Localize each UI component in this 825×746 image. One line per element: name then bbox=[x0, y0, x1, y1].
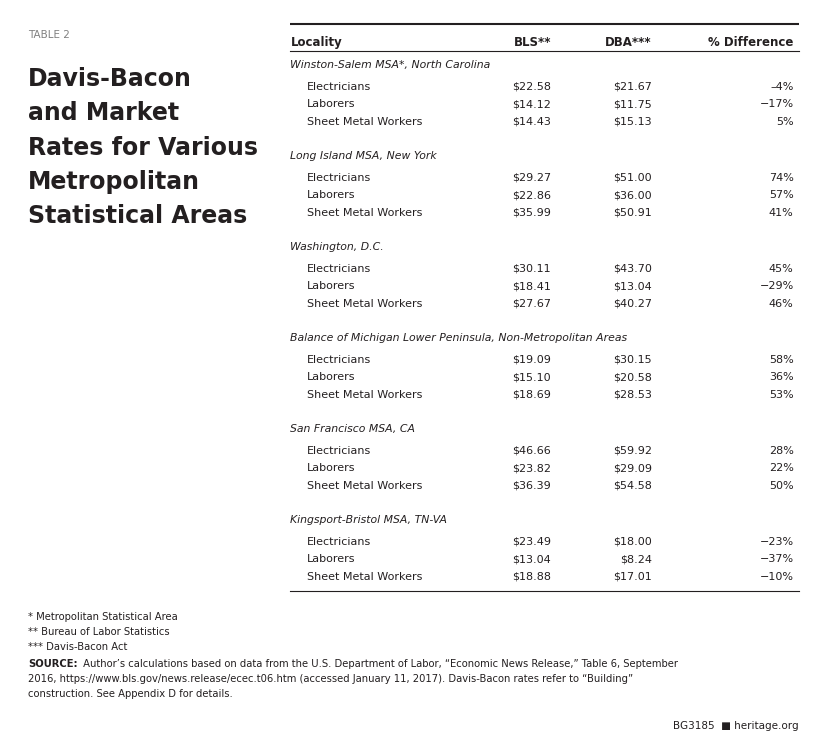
Text: Rates for Various: Rates for Various bbox=[28, 136, 258, 160]
Text: $18.69: $18.69 bbox=[512, 389, 551, 400]
Text: $50.91: $50.91 bbox=[613, 207, 652, 218]
Text: 50%: 50% bbox=[769, 480, 794, 491]
Text: BG3185  ■ heritage.org: BG3185 ■ heritage.org bbox=[673, 721, 799, 731]
Text: Sheet Metal Workers: Sheet Metal Workers bbox=[307, 571, 422, 582]
Text: 57%: 57% bbox=[769, 190, 794, 200]
Text: Electricians: Electricians bbox=[307, 263, 371, 274]
Text: $11.75: $11.75 bbox=[613, 99, 652, 109]
Text: $18.00: $18.00 bbox=[613, 536, 652, 547]
Text: * Metropolitan Statistical Area: * Metropolitan Statistical Area bbox=[28, 612, 178, 621]
Text: Electricians: Electricians bbox=[307, 536, 371, 547]
Text: *** Davis-Bacon Act: *** Davis-Bacon Act bbox=[28, 642, 127, 651]
Text: Davis-Bacon: Davis-Bacon bbox=[28, 67, 192, 91]
Text: Laborers: Laborers bbox=[307, 281, 356, 291]
Text: $35.99: $35.99 bbox=[512, 207, 551, 218]
Text: Sheet Metal Workers: Sheet Metal Workers bbox=[307, 298, 422, 309]
Text: Sheet Metal Workers: Sheet Metal Workers bbox=[307, 116, 422, 127]
Text: Electricians: Electricians bbox=[307, 445, 371, 456]
Text: $54.58: $54.58 bbox=[613, 480, 652, 491]
Text: 41%: 41% bbox=[769, 207, 794, 218]
Text: Balance of Michigan Lower Peninsula, Non-Metropolitan Areas: Balance of Michigan Lower Peninsula, Non… bbox=[290, 333, 628, 342]
Text: 36%: 36% bbox=[769, 372, 794, 382]
Text: $30.11: $30.11 bbox=[512, 263, 551, 274]
Text: Electricians: Electricians bbox=[307, 172, 371, 183]
Text: Sheet Metal Workers: Sheet Metal Workers bbox=[307, 389, 422, 400]
Text: ** Bureau of Labor Statistics: ** Bureau of Labor Statistics bbox=[28, 627, 170, 636]
Text: and Market: and Market bbox=[28, 101, 179, 125]
Text: Long Island MSA, New York: Long Island MSA, New York bbox=[290, 151, 437, 160]
Text: 45%: 45% bbox=[769, 263, 794, 274]
Text: $18.88: $18.88 bbox=[512, 571, 551, 582]
Text: $29.27: $29.27 bbox=[512, 172, 551, 183]
Text: $23.49: $23.49 bbox=[512, 536, 551, 547]
Text: 58%: 58% bbox=[769, 354, 794, 365]
Text: $13.04: $13.04 bbox=[512, 554, 551, 564]
Text: $40.27: $40.27 bbox=[613, 298, 652, 309]
Text: –4%: –4% bbox=[771, 82, 794, 92]
Text: Metropolitan: Metropolitan bbox=[28, 170, 200, 194]
Text: SOURCE:: SOURCE: bbox=[28, 659, 78, 669]
Text: $28.53: $28.53 bbox=[613, 389, 652, 400]
Text: $22.58: $22.58 bbox=[512, 82, 551, 92]
Text: $19.09: $19.09 bbox=[512, 354, 551, 365]
Text: Locality: Locality bbox=[290, 36, 342, 48]
Text: $23.82: $23.82 bbox=[512, 463, 551, 473]
Text: $59.92: $59.92 bbox=[613, 445, 652, 456]
Text: $27.67: $27.67 bbox=[512, 298, 551, 309]
Text: 53%: 53% bbox=[769, 389, 794, 400]
Text: % Difference: % Difference bbox=[709, 36, 794, 48]
Text: −29%: −29% bbox=[759, 281, 794, 291]
Text: 5%: 5% bbox=[776, 116, 794, 127]
Text: $21.67: $21.67 bbox=[613, 82, 652, 92]
Text: $15.13: $15.13 bbox=[613, 116, 652, 127]
Text: BLS**: BLS** bbox=[514, 36, 551, 48]
Text: $14.12: $14.12 bbox=[512, 99, 551, 109]
Text: Laborers: Laborers bbox=[307, 372, 356, 382]
Text: 74%: 74% bbox=[769, 172, 794, 183]
Text: Sheet Metal Workers: Sheet Metal Workers bbox=[307, 207, 422, 218]
Text: 46%: 46% bbox=[769, 298, 794, 309]
Text: Statistical Areas: Statistical Areas bbox=[28, 204, 248, 228]
Text: construction. See Appendix D for details.: construction. See Appendix D for details… bbox=[28, 689, 233, 699]
Text: −37%: −37% bbox=[760, 554, 794, 564]
Text: Laborers: Laborers bbox=[307, 463, 356, 473]
Text: $43.70: $43.70 bbox=[613, 263, 652, 274]
Text: $18.41: $18.41 bbox=[512, 281, 551, 291]
Text: −10%: −10% bbox=[760, 571, 794, 582]
Text: −17%: −17% bbox=[760, 99, 794, 109]
Text: DBA***: DBA*** bbox=[605, 36, 652, 48]
Text: −23%: −23% bbox=[760, 536, 794, 547]
Text: TABLE 2: TABLE 2 bbox=[28, 30, 70, 40]
Text: $8.24: $8.24 bbox=[620, 554, 652, 564]
Text: $29.09: $29.09 bbox=[613, 463, 652, 473]
Text: $46.66: $46.66 bbox=[512, 445, 551, 456]
Text: Washington, D.C.: Washington, D.C. bbox=[290, 242, 384, 251]
Text: $20.58: $20.58 bbox=[613, 372, 652, 382]
Text: Sheet Metal Workers: Sheet Metal Workers bbox=[307, 480, 422, 491]
Text: Winston-Salem MSA*, North Carolina: Winston-Salem MSA*, North Carolina bbox=[290, 60, 491, 69]
Text: 22%: 22% bbox=[769, 463, 794, 473]
Text: Electricians: Electricians bbox=[307, 354, 371, 365]
Text: $14.43: $14.43 bbox=[512, 116, 551, 127]
Text: Laborers: Laborers bbox=[307, 554, 356, 564]
Text: San Francisco MSA, CA: San Francisco MSA, CA bbox=[290, 424, 416, 433]
Text: $51.00: $51.00 bbox=[613, 172, 652, 183]
Text: Laborers: Laborers bbox=[307, 190, 356, 200]
Text: 2016, https://www.bls.gov/news.release/ecec.t06.htm (accessed January 11, 2017).: 2016, https://www.bls.gov/news.release/e… bbox=[28, 674, 633, 684]
Text: $17.01: $17.01 bbox=[613, 571, 652, 582]
Text: $13.04: $13.04 bbox=[613, 281, 652, 291]
Text: Laborers: Laborers bbox=[307, 99, 356, 109]
Text: $36.00: $36.00 bbox=[613, 190, 652, 200]
Text: Electricians: Electricians bbox=[307, 82, 371, 92]
Text: $22.86: $22.86 bbox=[512, 190, 551, 200]
Text: Author’s calculations based on data from the U.S. Department of Labor, “Economic: Author’s calculations based on data from… bbox=[80, 659, 678, 669]
Text: Kingsport-Bristol MSA, TN-VA: Kingsport-Bristol MSA, TN-VA bbox=[290, 515, 447, 524]
Text: $36.39: $36.39 bbox=[512, 480, 551, 491]
Text: $30.15: $30.15 bbox=[613, 354, 652, 365]
Text: 28%: 28% bbox=[769, 445, 794, 456]
Text: $15.10: $15.10 bbox=[512, 372, 551, 382]
